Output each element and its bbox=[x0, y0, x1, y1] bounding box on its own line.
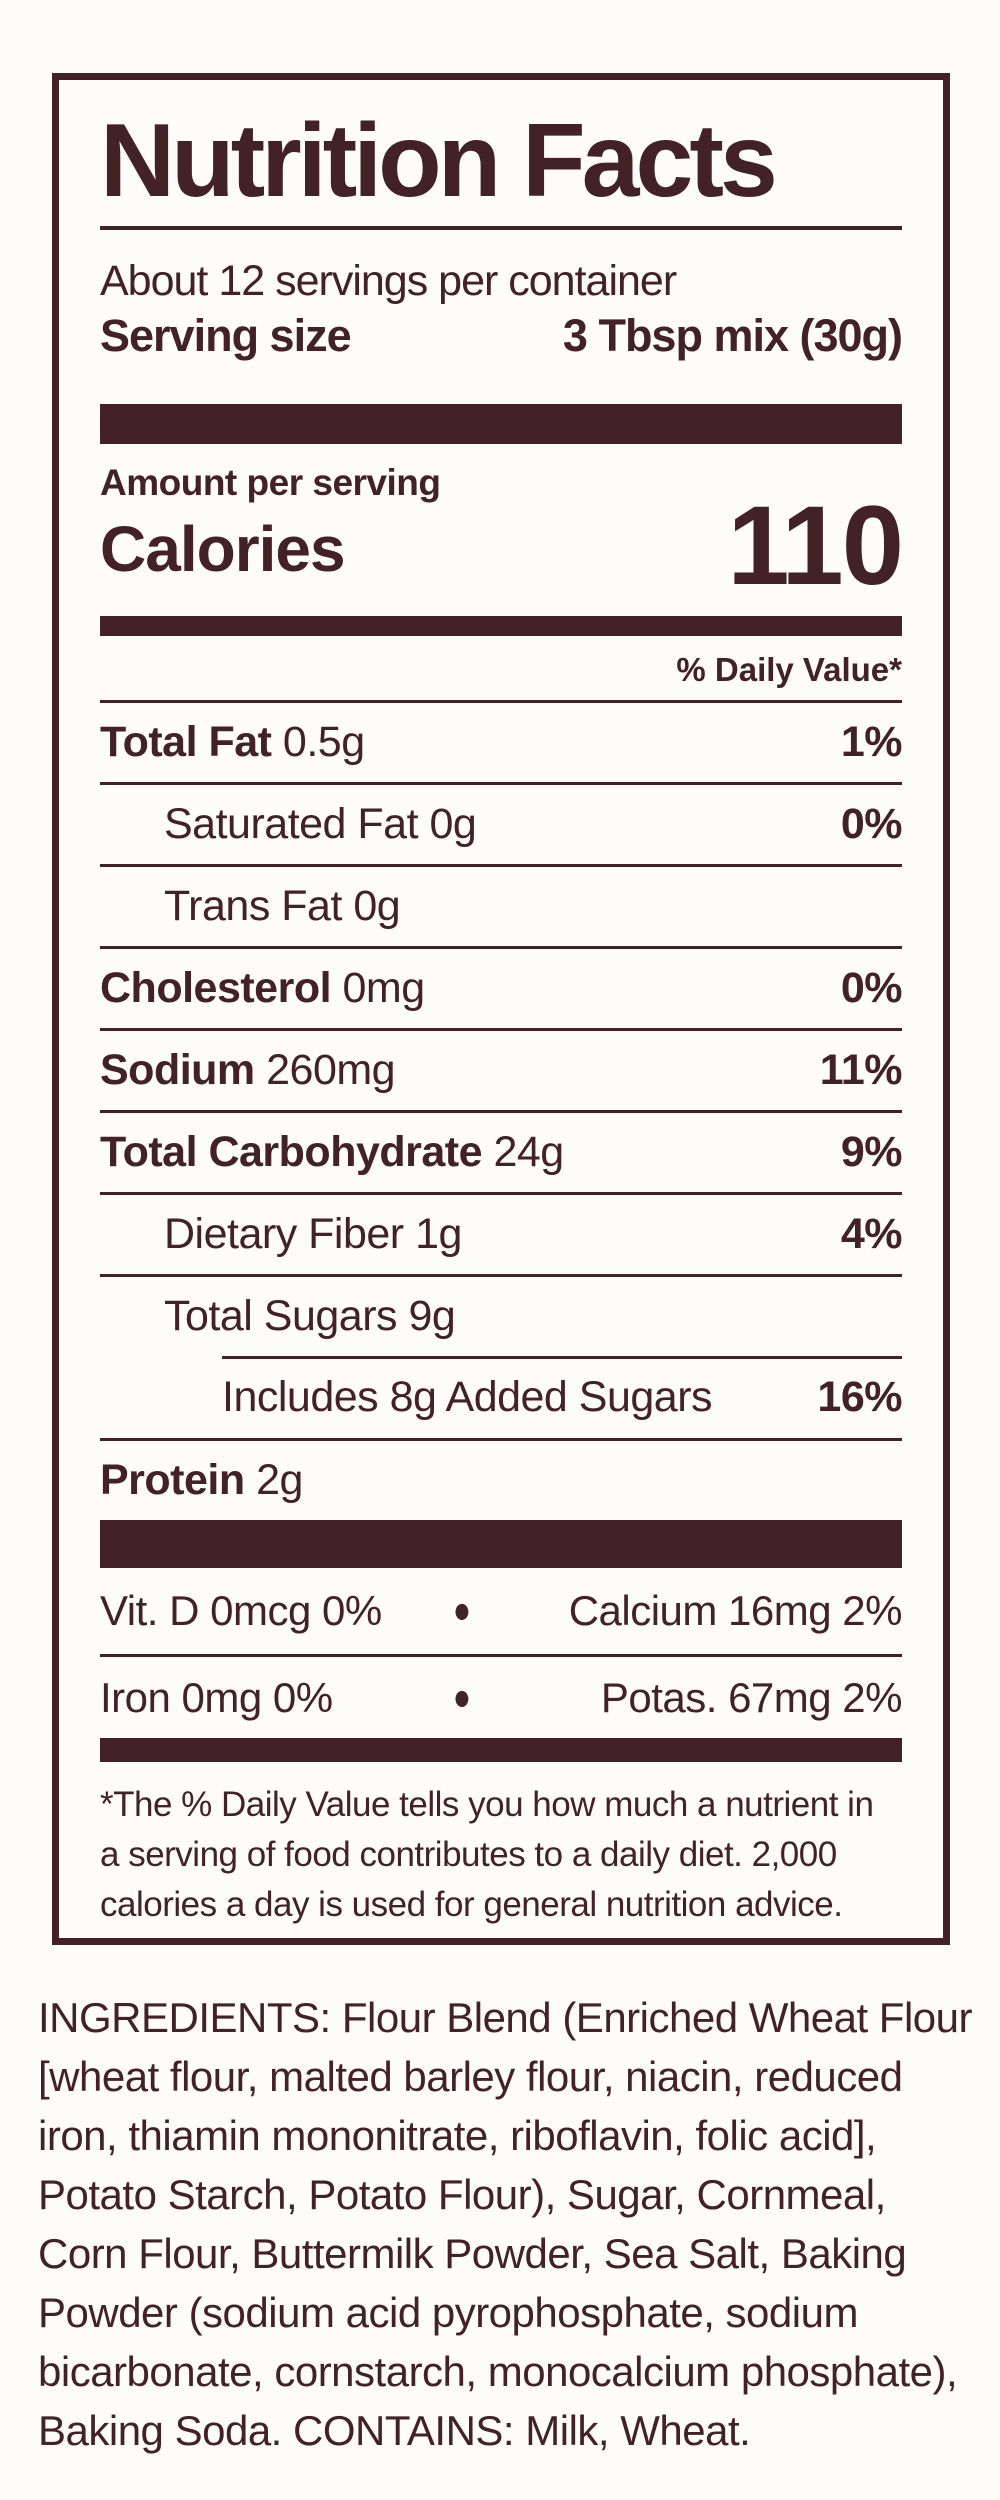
nutrient-row-saturated-fat: Saturated Fat 0g 0% bbox=[100, 782, 903, 864]
section-bar-thick bbox=[100, 1520, 902, 1568]
nutrient-amount: 0.5g bbox=[271, 718, 365, 766]
serving-size-value: 3 Tbsp mix (30g) bbox=[562, 310, 903, 361]
nutrient-dv: 1% bbox=[840, 718, 903, 766]
calories-label: Calories bbox=[100, 513, 346, 585]
nutrient-amount: Saturated Fat 0g bbox=[164, 800, 477, 848]
nutrient-amount: 260mg bbox=[254, 1046, 396, 1094]
micronutrient-right: Potas. 67mg 2% bbox=[600, 1673, 903, 1721]
nutrient-row-added-sugars: Includes 8g Added Sugars 16% bbox=[100, 1356, 902, 1438]
nutrition-facts-panel: Nutrition Facts About 12 servings per co… bbox=[52, 73, 950, 1945]
daily-value-footnote: *The % Daily Value tells you how much a … bbox=[100, 1785, 874, 1924]
nutrient-row-trans-fat: Trans Fat 0g bbox=[100, 864, 902, 946]
nutrition-facts-title: Nutrition Facts bbox=[100, 103, 778, 219]
micronutrient-row-vitd-calcium: Vit. D 0mcg 0% ● Calcium 16mg 2% bbox=[100, 1568, 902, 1654]
nutrient-dv: 16% bbox=[817, 1372, 902, 1421]
nutrient-row-total-sugars: Total Sugars 9g bbox=[100, 1274, 902, 1356]
nutrient-dv: 11% bbox=[819, 1046, 903, 1094]
bullet-separator-icon: ● bbox=[452, 1589, 471, 1631]
calories-divider-bar bbox=[100, 616, 902, 636]
nutrient-dv: 0% bbox=[840, 800, 903, 848]
ingredients-paragraph: INGREDIENTS: Flour Blend (Enriched Wheat… bbox=[38, 1994, 972, 2454]
section-bar-medium bbox=[100, 1738, 902, 1762]
micronutrient-right: Calcium 16mg 2% bbox=[568, 1587, 903, 1634]
nutrient-row-cholesterol: Cholesterol 0mg 0% bbox=[100, 946, 903, 1028]
micronutrient-row-iron-potassium: Iron 0mg 0% ● Potas. 67mg 2% bbox=[100, 1654, 902, 1738]
bullet-separator-icon: ● bbox=[452, 1676, 471, 1718]
nutrient-dv: 9% bbox=[840, 1128, 903, 1176]
title-divider bbox=[100, 226, 902, 230]
nutrient-dv: 4% bbox=[840, 1210, 903, 1258]
serving-size-label: Serving size bbox=[100, 310, 352, 361]
nutrient-row-dietary-fiber: Dietary Fiber 1g 4% bbox=[100, 1192, 903, 1274]
amount-per-serving-label: Amount per serving bbox=[100, 462, 441, 503]
nutrient-name: Protein bbox=[100, 1456, 245, 1504]
micronutrient-left: Iron 0mg 0% bbox=[100, 1673, 333, 1721]
nutrient-name: Sodium bbox=[100, 1046, 255, 1094]
nutrient-amount: Dietary Fiber 1g bbox=[164, 1210, 462, 1258]
nutrient-row-total-fat: Total Fat 0.5g 1% bbox=[100, 700, 903, 782]
nutrient-name: Total Fat bbox=[100, 718, 272, 766]
nutrient-name: Cholesterol bbox=[100, 964, 332, 1012]
nutrient-amount: 0mg bbox=[331, 964, 425, 1012]
nutrient-amount: Includes 8g Added Sugars bbox=[222, 1372, 713, 1421]
nutrient-amount: 24g bbox=[482, 1128, 564, 1176]
nutrient-rows: Total Fat 0.5g 1% Saturated Fat 0g 0% Tr… bbox=[100, 700, 903, 1520]
nutrient-amount: Trans Fat 0g bbox=[164, 882, 401, 930]
nutrient-amount: Total Sugars 9g bbox=[164, 1292, 456, 1340]
nutrient-name: Total Carbohydrate bbox=[100, 1128, 483, 1176]
nutrient-amount: 2g bbox=[244, 1456, 303, 1504]
micronutrient-left: Vit. D 0mcg 0% bbox=[100, 1587, 382, 1634]
servings-per-container: About 12 servings per container bbox=[100, 257, 677, 305]
nutrient-row-protein: Protein 2g bbox=[100, 1438, 902, 1520]
nutrient-dv: 0% bbox=[840, 964, 903, 1012]
serving-size-row: Serving size 3 Tbsp mix (30g) bbox=[100, 308, 903, 364]
nutrient-row-total-carbohydrate: Total Carbohydrate 24g 9% bbox=[100, 1110, 903, 1192]
nutrient-row-sodium: Sodium 260mg 11% bbox=[100, 1028, 903, 1110]
calories-value: 110 bbox=[727, 483, 904, 608]
section-bar-thick bbox=[100, 404, 902, 444]
daily-value-header: % Daily Value* bbox=[676, 651, 902, 688]
calories-section: Amount per serving Calories 110 bbox=[100, 460, 904, 602]
